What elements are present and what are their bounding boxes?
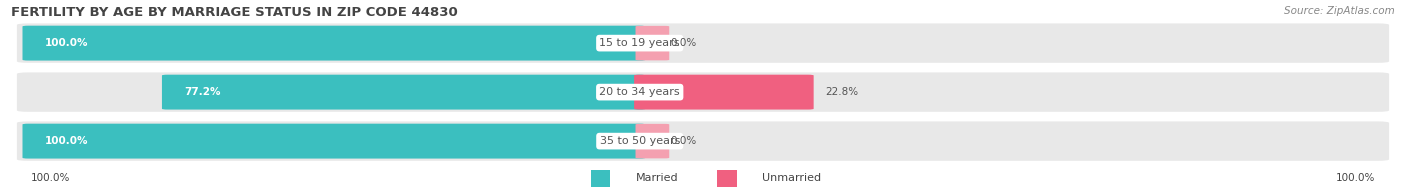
Text: Married: Married bbox=[636, 173, 678, 183]
Text: 15 to 19 years: 15 to 19 years bbox=[599, 38, 681, 48]
FancyBboxPatch shape bbox=[717, 170, 737, 187]
FancyBboxPatch shape bbox=[17, 73, 1389, 112]
Text: FERTILITY BY AGE BY MARRIAGE STATUS IN ZIP CODE 44830: FERTILITY BY AGE BY MARRIAGE STATUS IN Z… bbox=[11, 6, 458, 19]
FancyBboxPatch shape bbox=[634, 75, 814, 110]
FancyBboxPatch shape bbox=[636, 26, 669, 60]
Text: 100.0%: 100.0% bbox=[45, 136, 89, 146]
Text: 77.2%: 77.2% bbox=[184, 87, 221, 97]
Text: 100.0%: 100.0% bbox=[45, 38, 89, 48]
Text: 35 to 50 years: 35 to 50 years bbox=[599, 136, 681, 146]
FancyBboxPatch shape bbox=[22, 26, 645, 61]
FancyBboxPatch shape bbox=[17, 122, 1389, 161]
FancyBboxPatch shape bbox=[17, 24, 1389, 63]
Text: 100.0%: 100.0% bbox=[31, 173, 70, 183]
Text: 0.0%: 0.0% bbox=[671, 38, 697, 48]
FancyBboxPatch shape bbox=[22, 124, 645, 159]
Text: 20 to 34 years: 20 to 34 years bbox=[599, 87, 681, 97]
Text: 100.0%: 100.0% bbox=[1336, 173, 1375, 183]
FancyBboxPatch shape bbox=[591, 170, 610, 187]
FancyBboxPatch shape bbox=[636, 124, 669, 158]
Text: 0.0%: 0.0% bbox=[671, 136, 697, 146]
Text: Unmarried: Unmarried bbox=[762, 173, 821, 183]
FancyBboxPatch shape bbox=[162, 75, 645, 110]
Text: 22.8%: 22.8% bbox=[825, 87, 858, 97]
Text: Source: ZipAtlas.com: Source: ZipAtlas.com bbox=[1284, 6, 1395, 16]
